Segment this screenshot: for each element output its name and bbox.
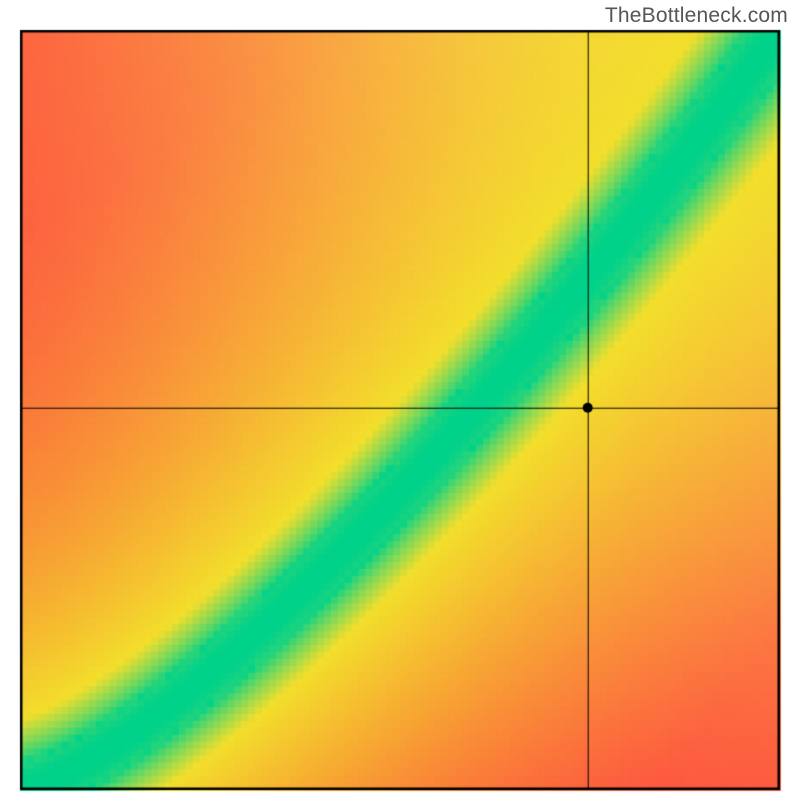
bottleneck-heatmap: [0, 0, 800, 800]
watermark-label: TheBottleneck.com: [605, 4, 788, 28]
chart-container: TheBottleneck.com: [0, 0, 800, 800]
